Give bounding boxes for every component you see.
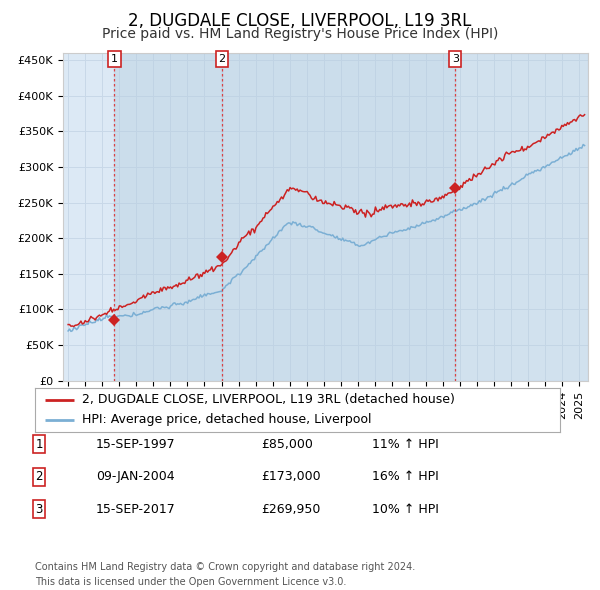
Text: 2, DUGDALE CLOSE, LIVERPOOL, L19 3RL (detached house): 2, DUGDALE CLOSE, LIVERPOOL, L19 3RL (de… [82,393,455,406]
Text: 3: 3 [452,54,459,64]
Text: 2, DUGDALE CLOSE, LIVERPOOL, L19 3RL: 2, DUGDALE CLOSE, LIVERPOOL, L19 3RL [128,12,472,30]
Bar [455,53,588,381]
Text: £269,950: £269,950 [261,503,320,516]
Text: 15-SEP-2017: 15-SEP-2017 [96,503,176,516]
Text: 15-SEP-1997: 15-SEP-1997 [96,438,176,451]
Text: 1: 1 [111,54,118,64]
Bar [115,53,222,381]
Bar [222,53,455,381]
Text: 09-JAN-2004: 09-JAN-2004 [96,470,175,483]
Text: £173,000: £173,000 [261,470,320,483]
Text: Contains HM Land Registry data © Crown copyright and database right 2024.
This d: Contains HM Land Registry data © Crown c… [35,562,415,587]
Text: 16% ↑ HPI: 16% ↑ HPI [372,470,439,483]
Text: 3: 3 [35,503,43,516]
Text: Price paid vs. HM Land Registry's House Price Index (HPI): Price paid vs. HM Land Registry's House … [102,27,498,41]
Text: 2: 2 [218,54,226,64]
Text: 2: 2 [35,470,43,483]
Text: £85,000: £85,000 [261,438,313,451]
Text: 11% ↑ HPI: 11% ↑ HPI [372,438,439,451]
Text: HPI: Average price, detached house, Liverpool: HPI: Average price, detached house, Live… [82,414,371,427]
Text: 10% ↑ HPI: 10% ↑ HPI [372,503,439,516]
Text: 1: 1 [35,438,43,451]
